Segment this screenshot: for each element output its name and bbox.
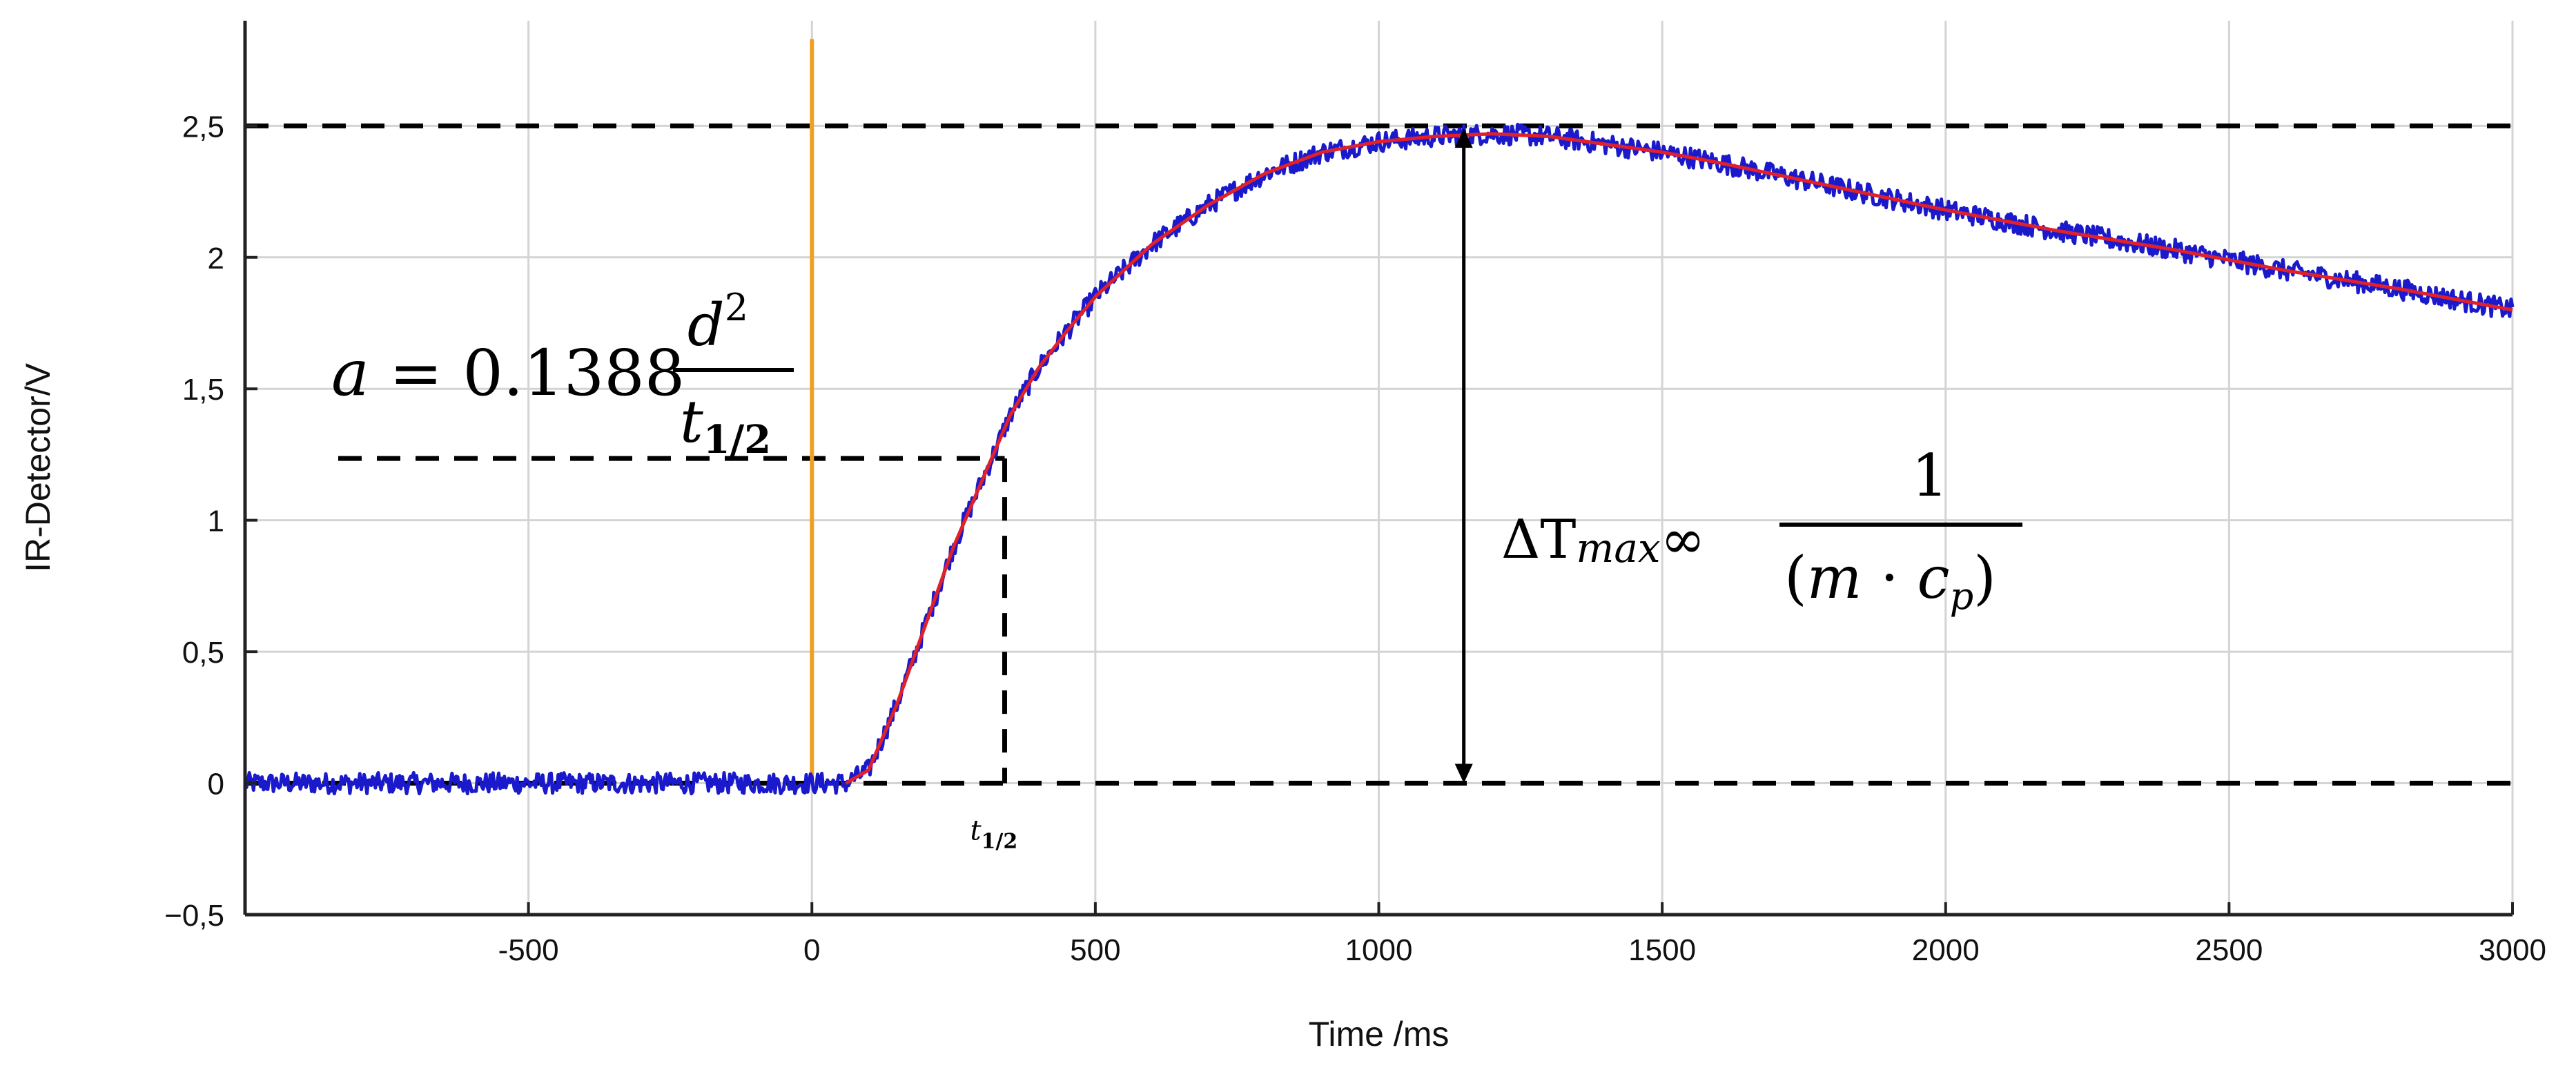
y-axis-label: IR-Detector/V [19, 362, 57, 572]
svg-text:t1/2: t1/2 [680, 388, 771, 463]
delta-t-max-arrow [1454, 128, 1473, 784]
delta-t-max-equation: ΔTmax∞ 1 (m · cp) [1501, 442, 2022, 618]
x-tick-label: 0 [803, 933, 820, 967]
delta-t-arrow-head-bottom [1454, 763, 1473, 784]
x-tick-label: 500 [1070, 933, 1120, 967]
t-half-label: t1/2 [970, 815, 1017, 854]
eq-c-sub: p [1950, 574, 1974, 618]
y-tick-label: 0 [208, 768, 224, 801]
grid-lines [245, 21, 2514, 916]
y-tick-label: 1,5 [182, 373, 224, 407]
axes [243, 21, 2514, 917]
y-tick-label: 2 [208, 242, 224, 275]
eq-t-sub: 1/2 [703, 417, 771, 463]
y-tick-label: 2,5 [182, 110, 224, 144]
x-tick-label: 2500 [2195, 933, 2263, 967]
eq-paren-open: ( [1784, 544, 1807, 612]
svg-text:(m · cp): (m · cp) [1784, 544, 1996, 618]
eq-a: a [331, 336, 369, 410]
eq-t: t [680, 388, 703, 456]
x-tick-label: 3000 [2479, 933, 2546, 967]
eq-one: 1 [1911, 442, 1948, 509]
y-tick-label: 0,5 [182, 636, 224, 670]
svg-text:a = 0.1388: a = 0.1388 [331, 336, 685, 410]
t-half-main: t [970, 815, 982, 847]
t-half-sub: 1/2 [982, 830, 1018, 854]
delta-t-arrow-head-top [1454, 128, 1473, 148]
eq-d: d [687, 291, 725, 359]
eq-dot: · [1862, 544, 1917, 612]
x-tick-label: 1000 [1345, 933, 1413, 967]
x-tick-labels: -500 0 500 1000 1500 2000 2500 3000 [498, 933, 2546, 967]
x-tick-label: 1500 [1628, 933, 1696, 967]
eq-delta-t: ΔT [1501, 509, 1576, 571]
diffusivity-equation: a = 0.1388 d2 t1/2 [331, 286, 794, 463]
x-axis-label: Time /ms [1309, 1015, 1450, 1053]
x-tick-label: 2000 [1912, 933, 1980, 967]
y-tick-label: −0,5 [164, 899, 224, 933]
svg-text:d2: d2 [687, 286, 748, 359]
eq-c: c [1918, 544, 1950, 612]
eq-coefficient: = 0.1388 [369, 336, 685, 410]
series-measured-signal [243, 122, 2515, 796]
eq-max-sub: max [1576, 525, 1660, 572]
eq-paren-close: ) [1973, 544, 1996, 612]
eq-m: m [1807, 544, 1862, 612]
svg-text:ΔTmax∞: ΔTmax∞ [1501, 509, 1706, 572]
x-tick-label: -500 [498, 933, 559, 967]
reference-lines [245, 123, 2512, 786]
y-tick-label: 1 [208, 505, 224, 538]
eq-d-sup: 2 [725, 286, 748, 329]
series-fit [845, 132, 2513, 785]
eq-proportional: ∞ [1661, 509, 1706, 571]
y-tick-labels: −0,5 0 0,5 1 1,5 2 2,5 [164, 110, 224, 933]
